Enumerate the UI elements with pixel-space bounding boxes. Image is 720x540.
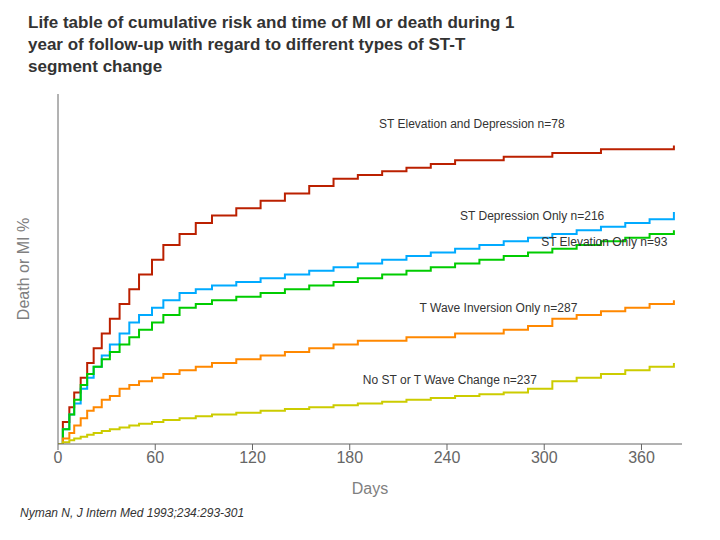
svg-text:60: 60 — [146, 449, 164, 466]
svg-text:ST Depression Only n=216: ST Depression Only n=216 — [460, 209, 605, 223]
svg-text:300: 300 — [531, 449, 558, 466]
svg-text:180: 180 — [336, 449, 363, 466]
svg-text:Death or MI %: Death or MI % — [15, 218, 32, 320]
html-text:Nyman N, J Intern Med 1993;234: Nyman N, J Intern Med 1993;234:293-301 — [20, 506, 245, 520]
svg-text:0: 0 — [54, 449, 63, 466]
html-text:segment change: segment change — [28, 57, 163, 76]
svg-text:120: 120 — [239, 449, 266, 466]
html-text:year of follow-up with regard: year of follow-up with regard to differe… — [28, 35, 466, 54]
svg-text:360: 360 — [628, 449, 655, 466]
html-text:Life table of cumulative risk: Life table of cumulative risk and time o… — [28, 13, 515, 32]
svg-text:Days: Days — [352, 480, 388, 497]
svg-text:T Wave Inversion Only n=287: T Wave Inversion Only n=287 — [420, 301, 578, 315]
svg-text:ST Elevation and Depression n=: ST Elevation and Depression n=78 — [379, 117, 565, 131]
svg-text:No ST or T Wave Change n=237: No ST or T Wave Change n=237 — [363, 373, 537, 387]
svg-text:240: 240 — [434, 449, 461, 466]
svg-text:ST Elevation Only n=93: ST Elevation Only n=93 — [541, 235, 668, 249]
